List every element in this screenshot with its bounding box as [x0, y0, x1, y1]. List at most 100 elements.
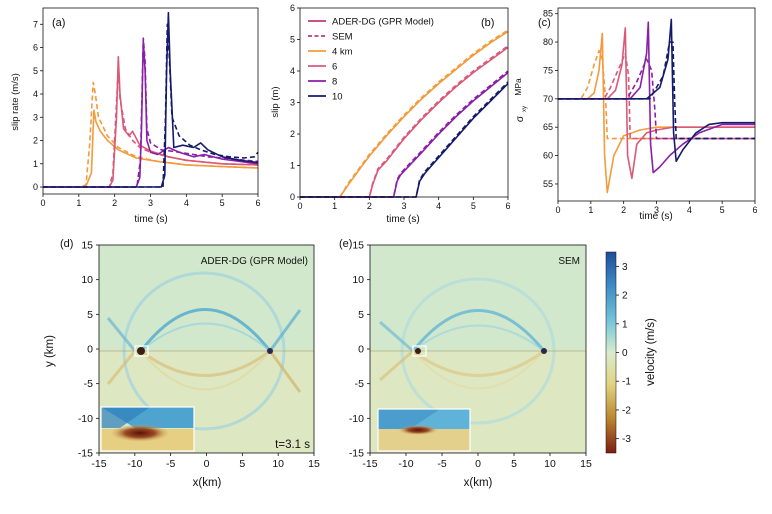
panel-c-series-ader-dg-6km [558, 27, 755, 180]
panel-b-ytick-label: 4 [290, 66, 295, 76]
panel-c-frame [557, 7, 756, 202]
panel-e-xtick-label: 0 [475, 458, 481, 470]
panel-c-series-ader-dg-8km [558, 21, 755, 174]
colorbar-tick-label: -3 [622, 434, 631, 445]
panel-a-ytick-label: 3 [33, 112, 38, 122]
panel-c-ytick-label: 65 [543, 122, 553, 132]
panel-c-series-sem-8km [558, 58, 755, 140]
heatmap-d-title: ADER-DG (GPR Model) [201, 256, 308, 267]
legend-label: 4 km [332, 47, 353, 58]
colorbar [605, 251, 617, 454]
panel-e-xtick-label: 5 [511, 458, 517, 470]
panel-c-series-sem-4km [558, 49, 755, 140]
panel-a-ytick-label: 7 [33, 19, 38, 29]
heatmap-e-title: SEM [558, 256, 580, 267]
legend-label: 8 [332, 77, 337, 88]
panel-b-series-ader-dg-4km [300, 30, 509, 198]
panel-e-ytick-label: 15 [352, 240, 364, 252]
panel-a-ytick-label: 6 [33, 43, 38, 53]
inset-d [100, 406, 195, 452]
zoom-box-e [412, 345, 427, 357]
panel-a-ytick-label: 1 [33, 159, 38, 169]
panel-c-series-sem-10km [558, 41, 755, 140]
panel-a-series-sem-6km [43, 65, 259, 188]
panel-a-xtick-label: 5 [220, 198, 225, 208]
panel-b-ytick-label: 6 [290, 3, 295, 13]
panel-b-series-sem-6km [300, 45, 509, 198]
panel-e-ytick-label: 5 [358, 309, 364, 321]
panel-e-ytick-label: -15 [349, 448, 364, 460]
panel-b-ytick-label: 5 [290, 35, 295, 45]
panel-c-xtick-label: 2 [621, 205, 626, 215]
zoom-box-d [134, 345, 149, 357]
panel-b-xtick-label: 0 [297, 201, 302, 211]
panel-a-xlabel: time (s) [134, 214, 167, 225]
panel-b-xtick-label: 6 [505, 201, 510, 211]
panel-a-ytick-label: 5 [33, 66, 38, 76]
panel-b-ytick-label: 3 [290, 98, 295, 108]
panel-c-xtick-label: 0 [555, 205, 560, 215]
panel-a-series-sem-8km [43, 37, 259, 188]
heatmap-d-annotation: t=3.1 s [275, 439, 310, 451]
panel-d-ytick-label: -10 [78, 413, 93, 425]
panel-e-ytick-label: 0 [358, 344, 364, 356]
panel-c-label: (c) [538, 17, 551, 29]
panel-b-series-sem-4km [300, 29, 509, 198]
panel-c-ytick-label: 75 [543, 65, 553, 75]
panel-c-series-ader-dg-10km [558, 18, 755, 163]
panel-c-ylabel-unit: MPa [513, 78, 523, 96]
panel-c-ytick-label: 85 [543, 9, 553, 19]
panel-b-xtick-label: 3 [401, 201, 406, 211]
panel-a-xtick-label: 1 [76, 198, 81, 208]
panel-d-xlabel: x(km) [193, 477, 222, 489]
colorbar-tick-label: 0 [622, 348, 628, 359]
panel-a-xtick-label: 0 [40, 198, 45, 208]
panel-a-series-ader-dg-8km [43, 39, 259, 188]
panel-c-xtick-label: 6 [752, 205, 757, 215]
panel-a-series-sem-10km [43, 23, 259, 188]
panel-c-ytick-label: 70 [543, 94, 553, 104]
panel-b-ytick-label: 2 [290, 129, 295, 139]
panel-b-label: (b) [481, 17, 494, 29]
panel-d-xtick-label: -15 [91, 458, 106, 470]
panel-d-ytick-label: 15 [81, 240, 93, 252]
panel-a-ylabel: slip rate (m/s) [10, 73, 21, 131]
panel-c-ylabel-symbol: σ [515, 115, 526, 122]
legend-label: ADER-DG (GPR Model) [332, 17, 434, 28]
legend-label: 10 [332, 92, 343, 103]
legend-label: SEM [332, 32, 353, 43]
panel-d-xtick-label: 10 [272, 458, 284, 470]
panel-d-ytick-label: 5 [87, 309, 93, 321]
panel-a-ytick-label: 4 [33, 89, 38, 99]
panel-d-ytick-label: -15 [78, 448, 93, 460]
colorbar-tick-label: -2 [622, 405, 631, 416]
panel-b-series-sem-8km [300, 70, 509, 198]
panel-b-ylabel: slip (m) [270, 86, 281, 117]
panel-b-xtick-label: 2 [367, 201, 372, 211]
panel-b-ytick-label: 1 [290, 161, 295, 171]
panel-a-xtick-label: 4 [184, 198, 189, 208]
panel-e-ytick-label: -5 [355, 378, 364, 390]
colorbar-tick-label: 2 [622, 291, 628, 302]
panel-c-ylabel: σ xy MPa [513, 78, 528, 122]
panel-b-xtick-label: 1 [332, 201, 337, 211]
panel-c-xtick-label: 1 [588, 205, 593, 215]
panel-c-ytick-label: 55 [543, 179, 553, 189]
panel-d-xtick-label: -5 [166, 458, 175, 470]
panel-e-xtick-label: -5 [437, 458, 446, 470]
panel-a-series-ader-dg-4km [43, 109, 259, 188]
panel-a-ytick-label: 0 [33, 182, 38, 192]
panel-b-series-sem-10km [300, 81, 509, 198]
panel-d-ytick-label: 0 [87, 344, 93, 356]
panel-a-xtick-label: 2 [112, 198, 117, 208]
panel-a-xtick-label: 3 [148, 198, 153, 208]
panel-d-xtick-label: -10 [127, 458, 142, 470]
inset-e [377, 408, 471, 452]
panel-c-ylabel-subscript: xy [522, 106, 528, 112]
panel-c-xtick-label: 5 [720, 205, 725, 215]
panel-c-ytick-label: 80 [543, 37, 553, 47]
panel-a-xtick-label: 6 [255, 198, 260, 208]
